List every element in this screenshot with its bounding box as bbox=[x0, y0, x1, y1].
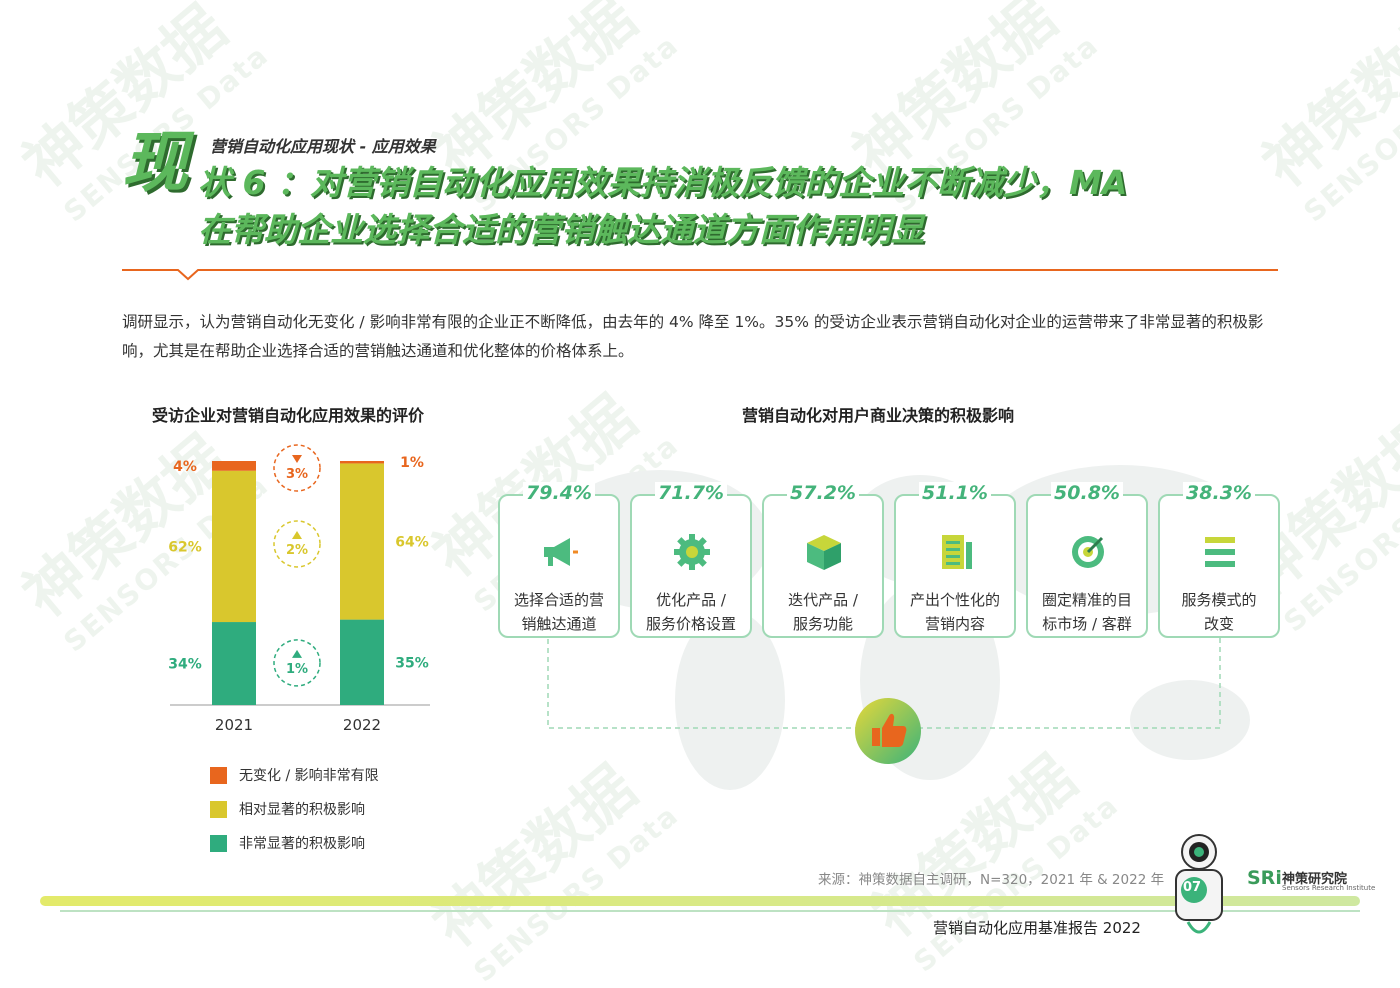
title-initial-char: 现 bbox=[122, 124, 188, 201]
impact-card: 38.3% 服务模式的 改变 bbox=[1158, 482, 1280, 638]
section-supertitle: 营销自动化应用现状 - 应用效果 bbox=[210, 137, 436, 156]
data-label: 35% bbox=[395, 655, 429, 671]
legend-item-relatively-significant: 相对显著的积极影响 bbox=[210, 799, 365, 819]
change-label: 3% bbox=[286, 467, 308, 482]
arrow-up-icon bbox=[292, 649, 302, 658]
category-tick-label: 2022 bbox=[343, 716, 381, 734]
arrow-up-icon bbox=[292, 530, 302, 539]
bar-segment bbox=[340, 619, 384, 705]
impact-label: 服务模式的 改变 bbox=[1181, 591, 1257, 633]
data-label: 64% bbox=[395, 535, 429, 551]
page-title-line-2: 在帮助企业选择合适的营销触达通道方面作用明显 bbox=[198, 210, 924, 249]
robot-mascot-icon bbox=[1175, 834, 1223, 934]
legend-label: 相对显著的积极影响 bbox=[239, 802, 365, 818]
data-label: 4% bbox=[173, 459, 197, 475]
intro-paragraph: 调研显示，认为营销自动化无变化 / 影响非常有限的企业正不断降低，由去年的 4%… bbox=[122, 313, 1264, 360]
legend-swatch-yellow bbox=[210, 800, 227, 818]
data-label: 62% bbox=[168, 539, 202, 555]
document-icon bbox=[942, 535, 972, 569]
brand-name: 神策研究院 bbox=[1282, 872, 1348, 887]
data-label: 34% bbox=[168, 657, 202, 673]
box-icon bbox=[807, 535, 841, 570]
bar-segment bbox=[212, 622, 256, 705]
report-title: 营销自动化应用基准报告 2022 bbox=[933, 919, 1141, 937]
impact-value: 38.3% bbox=[1160, 482, 1278, 504]
data-label: 1% bbox=[400, 455, 424, 471]
impact-card: 51.1% 产出个性化的 营销内容 bbox=[894, 482, 1016, 638]
gear-icon bbox=[674, 534, 710, 570]
legend-swatch-teal bbox=[210, 834, 227, 852]
impact-card: 71.7% 优化产品 / 服务价格设置 bbox=[630, 482, 752, 638]
impact-label: 选择合适的营 销触达通道 bbox=[513, 591, 604, 633]
legend-item-very-significant: 非常显著的积极影响 bbox=[210, 833, 365, 853]
legend-item-no-change: 无变化 / 影响非常有限 bbox=[210, 765, 379, 785]
footer-bar bbox=[40, 896, 1360, 912]
bar-segment bbox=[340, 463, 384, 620]
impact-card: 57.2% 迭代产品 / 服务功能 bbox=[762, 482, 884, 638]
impact-card: 79.4% 选择合适的营 销触达通道 bbox=[498, 482, 620, 638]
stacked-bar-chart: 34% 62% 4% 2021 35% 64% 1% 2022 3% 2% 1% bbox=[168, 444, 430, 734]
arrow-down-icon bbox=[292, 455, 302, 463]
page-title-line-1: 状 6 ：对营销自动化应用效果持消极反馈的企业不断减少，MA bbox=[198, 163, 1128, 202]
change-indicator-ring bbox=[273, 444, 321, 492]
impact-label: 优化产品 / 服务价格设置 bbox=[645, 591, 736, 633]
page-number: 07 bbox=[1183, 880, 1202, 895]
impact-label: 迭代产品 / 服务功能 bbox=[788, 591, 858, 633]
impact-value: 79.4% bbox=[500, 482, 618, 504]
change-label: 2% bbox=[286, 543, 308, 558]
impact-value: 57.2% bbox=[764, 482, 882, 504]
legend-label: 非常显著的积极影响 bbox=[239, 836, 365, 852]
left-chart-title: 受访企业对营销自动化应用效果的评价 bbox=[152, 406, 425, 425]
thumbs-up-icon bbox=[855, 698, 921, 764]
change-indicator-ring bbox=[273, 639, 321, 687]
megaphone-icon bbox=[544, 538, 578, 566]
change-indicator-ring bbox=[273, 520, 321, 568]
sri-logo: SRi bbox=[1247, 867, 1282, 889]
title-divider bbox=[122, 269, 1278, 281]
brand-subtitle: Sensors Research Institute bbox=[1282, 884, 1376, 892]
menu-icon bbox=[1205, 537, 1235, 567]
impact-label: 圈定精准的目 标市场 / 客群 bbox=[1041, 591, 1132, 633]
impact-value: 51.1% bbox=[896, 482, 1014, 504]
bar-segment bbox=[212, 470, 256, 623]
source-note: 来源：神策数据自主调研，N=320，2021 年 & 2022 年 bbox=[818, 872, 1165, 888]
target-icon bbox=[1072, 536, 1104, 568]
category-tick-label: 2021 bbox=[215, 716, 253, 734]
impact-label: 产出个性化的 营销内容 bbox=[909, 591, 1000, 633]
bar-segment bbox=[212, 461, 256, 471]
impact-card: 50.8% 圈定精准的目 标市场 / 客群 bbox=[1026, 482, 1148, 638]
impact-value: 50.8% bbox=[1028, 482, 1146, 504]
right-chart-title: 营销自动化对用户商业决策的积极影响 bbox=[742, 406, 1015, 425]
impact-value: 71.7% bbox=[632, 482, 750, 504]
bar-segment bbox=[340, 461, 384, 464]
legend-swatch-orange bbox=[210, 766, 227, 784]
legend-label: 无变化 / 影响非常有限 bbox=[239, 768, 379, 784]
change-label: 1% bbox=[286, 662, 308, 677]
